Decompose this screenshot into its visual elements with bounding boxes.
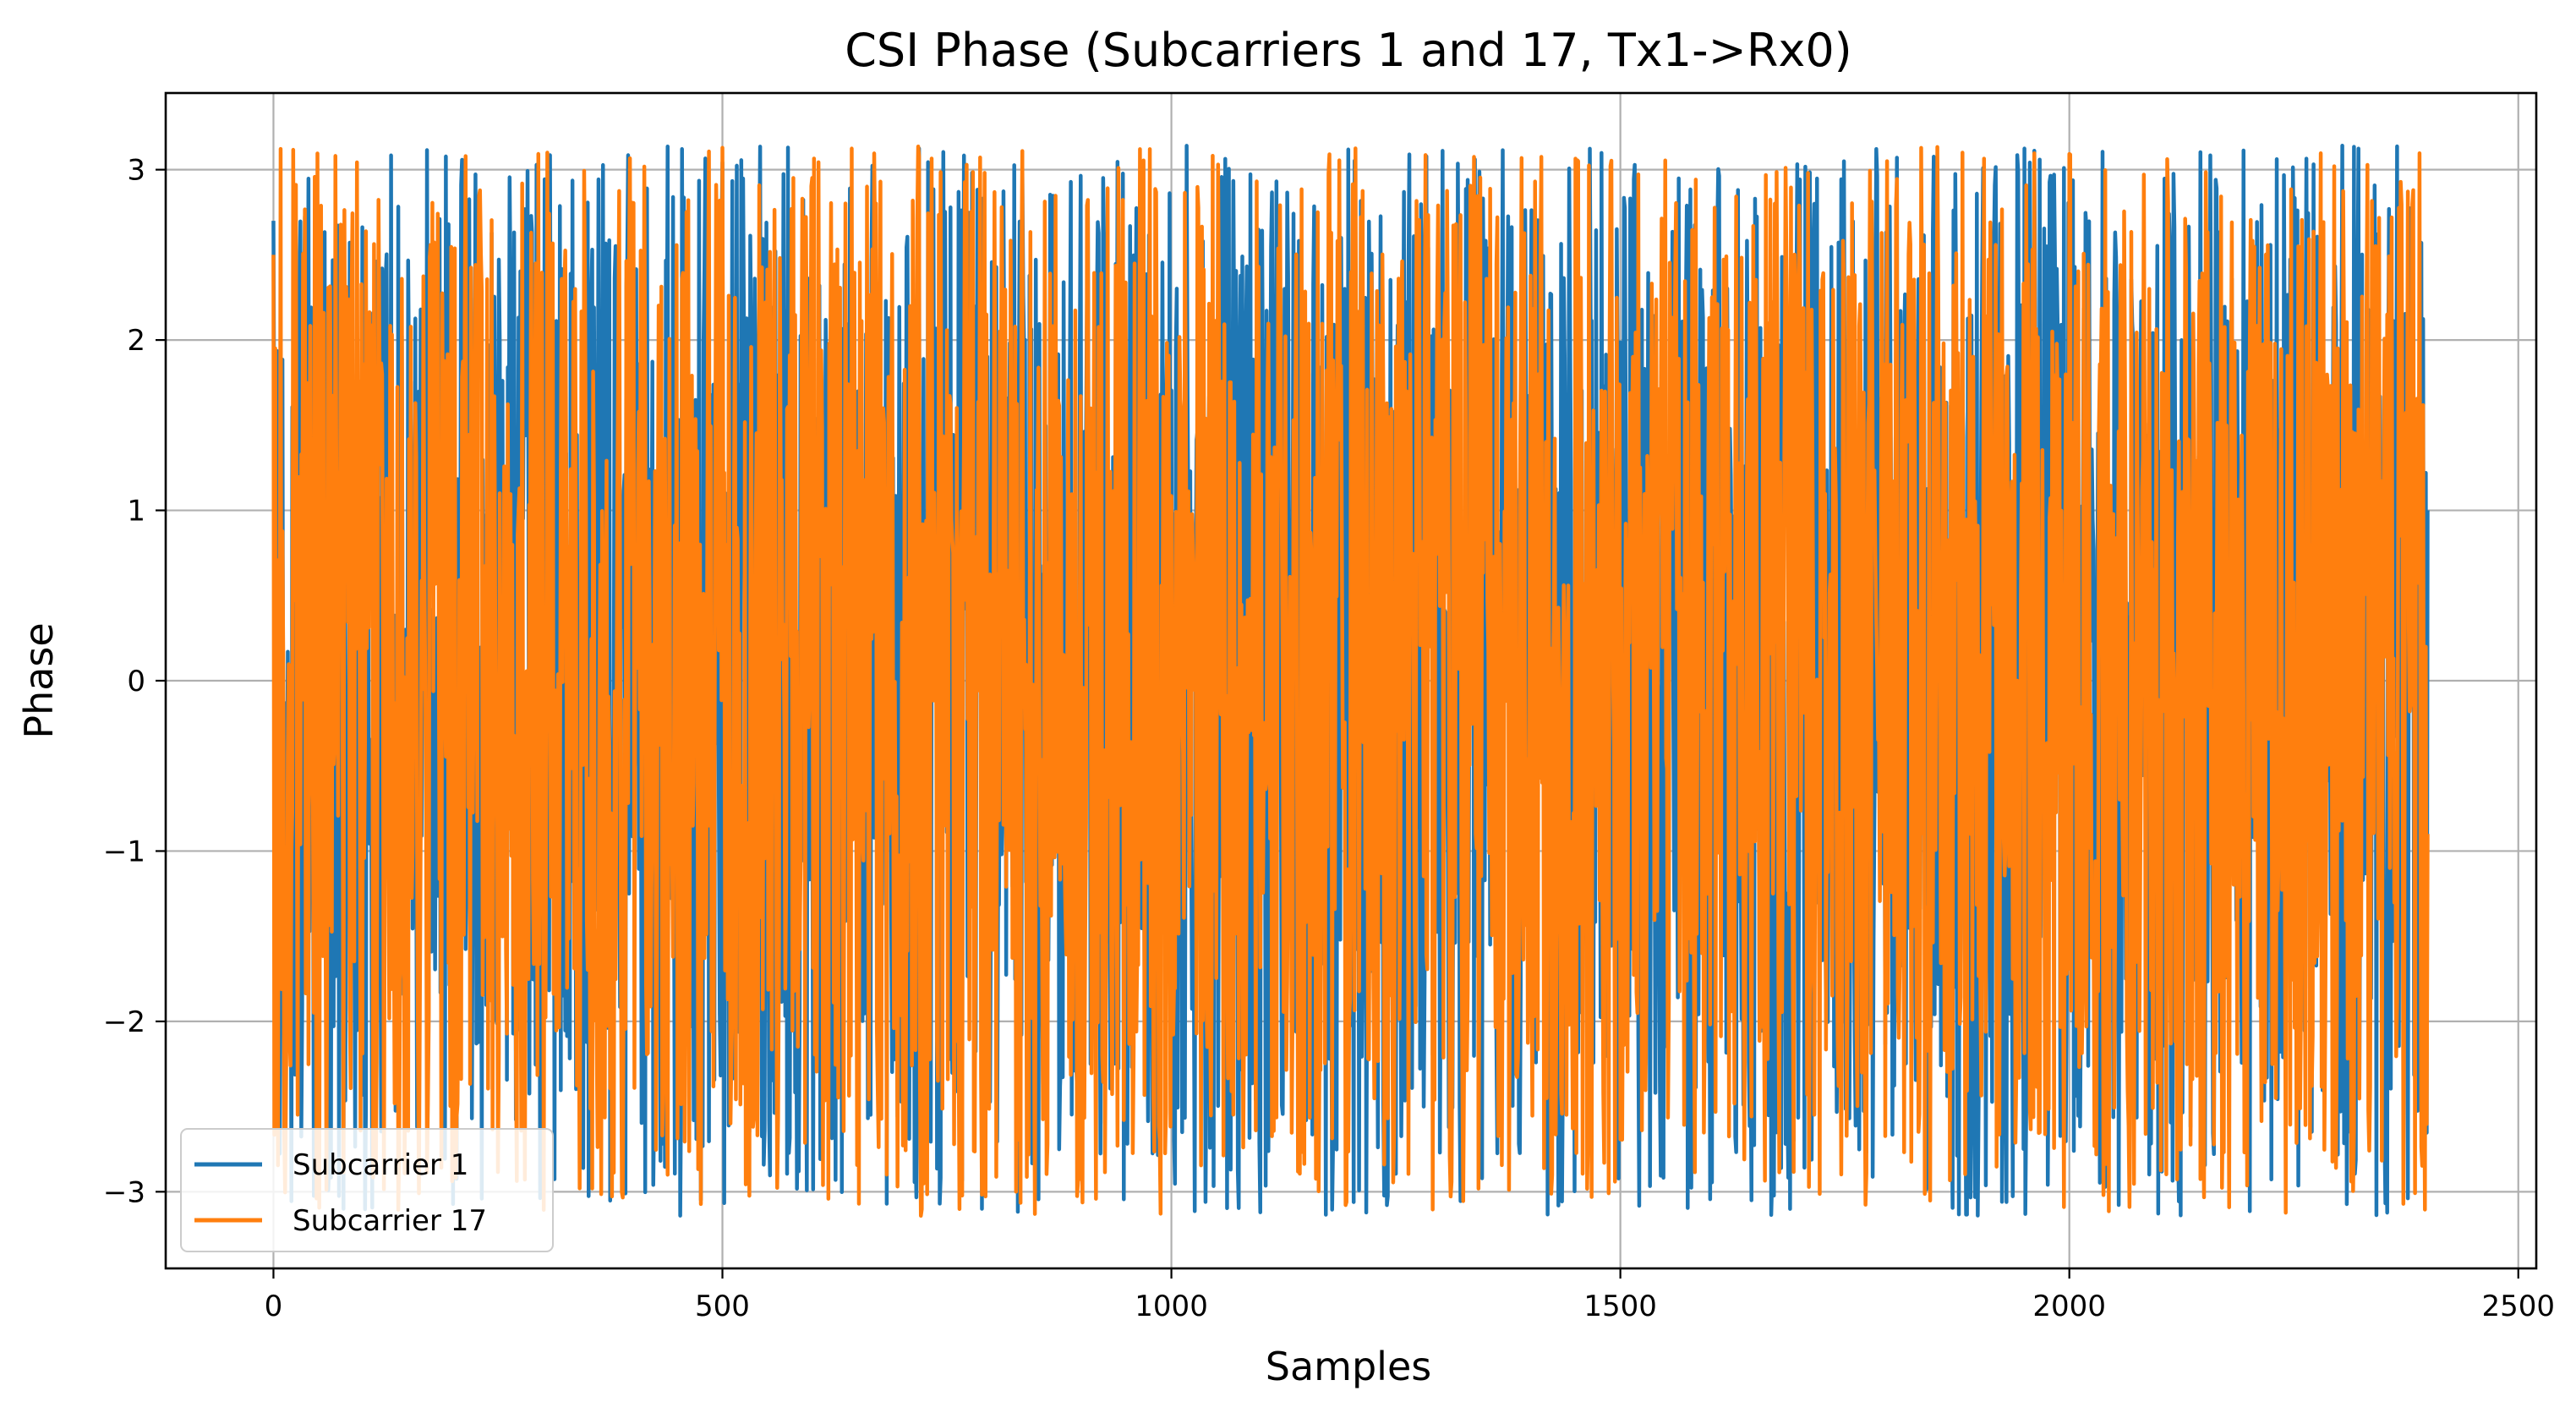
- legend-label-2: Subcarrier 17: [293, 1204, 487, 1238]
- x-tick-label: 1500: [1583, 1290, 1657, 1323]
- series-line-2: [271, 144, 2430, 1218]
- y-tick-label: 2: [127, 324, 145, 358]
- x-tick-label: 2500: [2481, 1290, 2555, 1323]
- x-tick-label: 2000: [2032, 1290, 2106, 1323]
- y-axis-label: Phase: [16, 622, 62, 738]
- chart-title: CSI Phase (Subcarriers 1 and 17, Tx1->Rx…: [845, 24, 1852, 77]
- x-axis-label: Samples: [1266, 1344, 1431, 1389]
- x-tick-label: 0: [265, 1290, 283, 1323]
- y-tick-label: −1: [103, 835, 145, 868]
- y-tick-label: 3: [127, 154, 145, 188]
- y-tick-label: 0: [127, 665, 145, 698]
- y-tick-label: −2: [103, 1005, 145, 1039]
- x-tick-label: 500: [695, 1290, 750, 1323]
- axes: 0 500 1000 1500 2000 2500 −3 −2 −1 0 1 2 3: [103, 91, 2555, 1323]
- legend-box: [180, 1128, 554, 1252]
- x-tick-label: 1000: [1135, 1290, 1208, 1323]
- y-tick-label: 1: [127, 495, 145, 529]
- y-tick-label: −3: [103, 1175, 145, 1209]
- legend: Subcarrier 1 Subcarrier 17: [180, 1128, 554, 1252]
- plot-series: [271, 143, 2430, 1218]
- legend-label-1: Subcarrier 1: [293, 1148, 468, 1182]
